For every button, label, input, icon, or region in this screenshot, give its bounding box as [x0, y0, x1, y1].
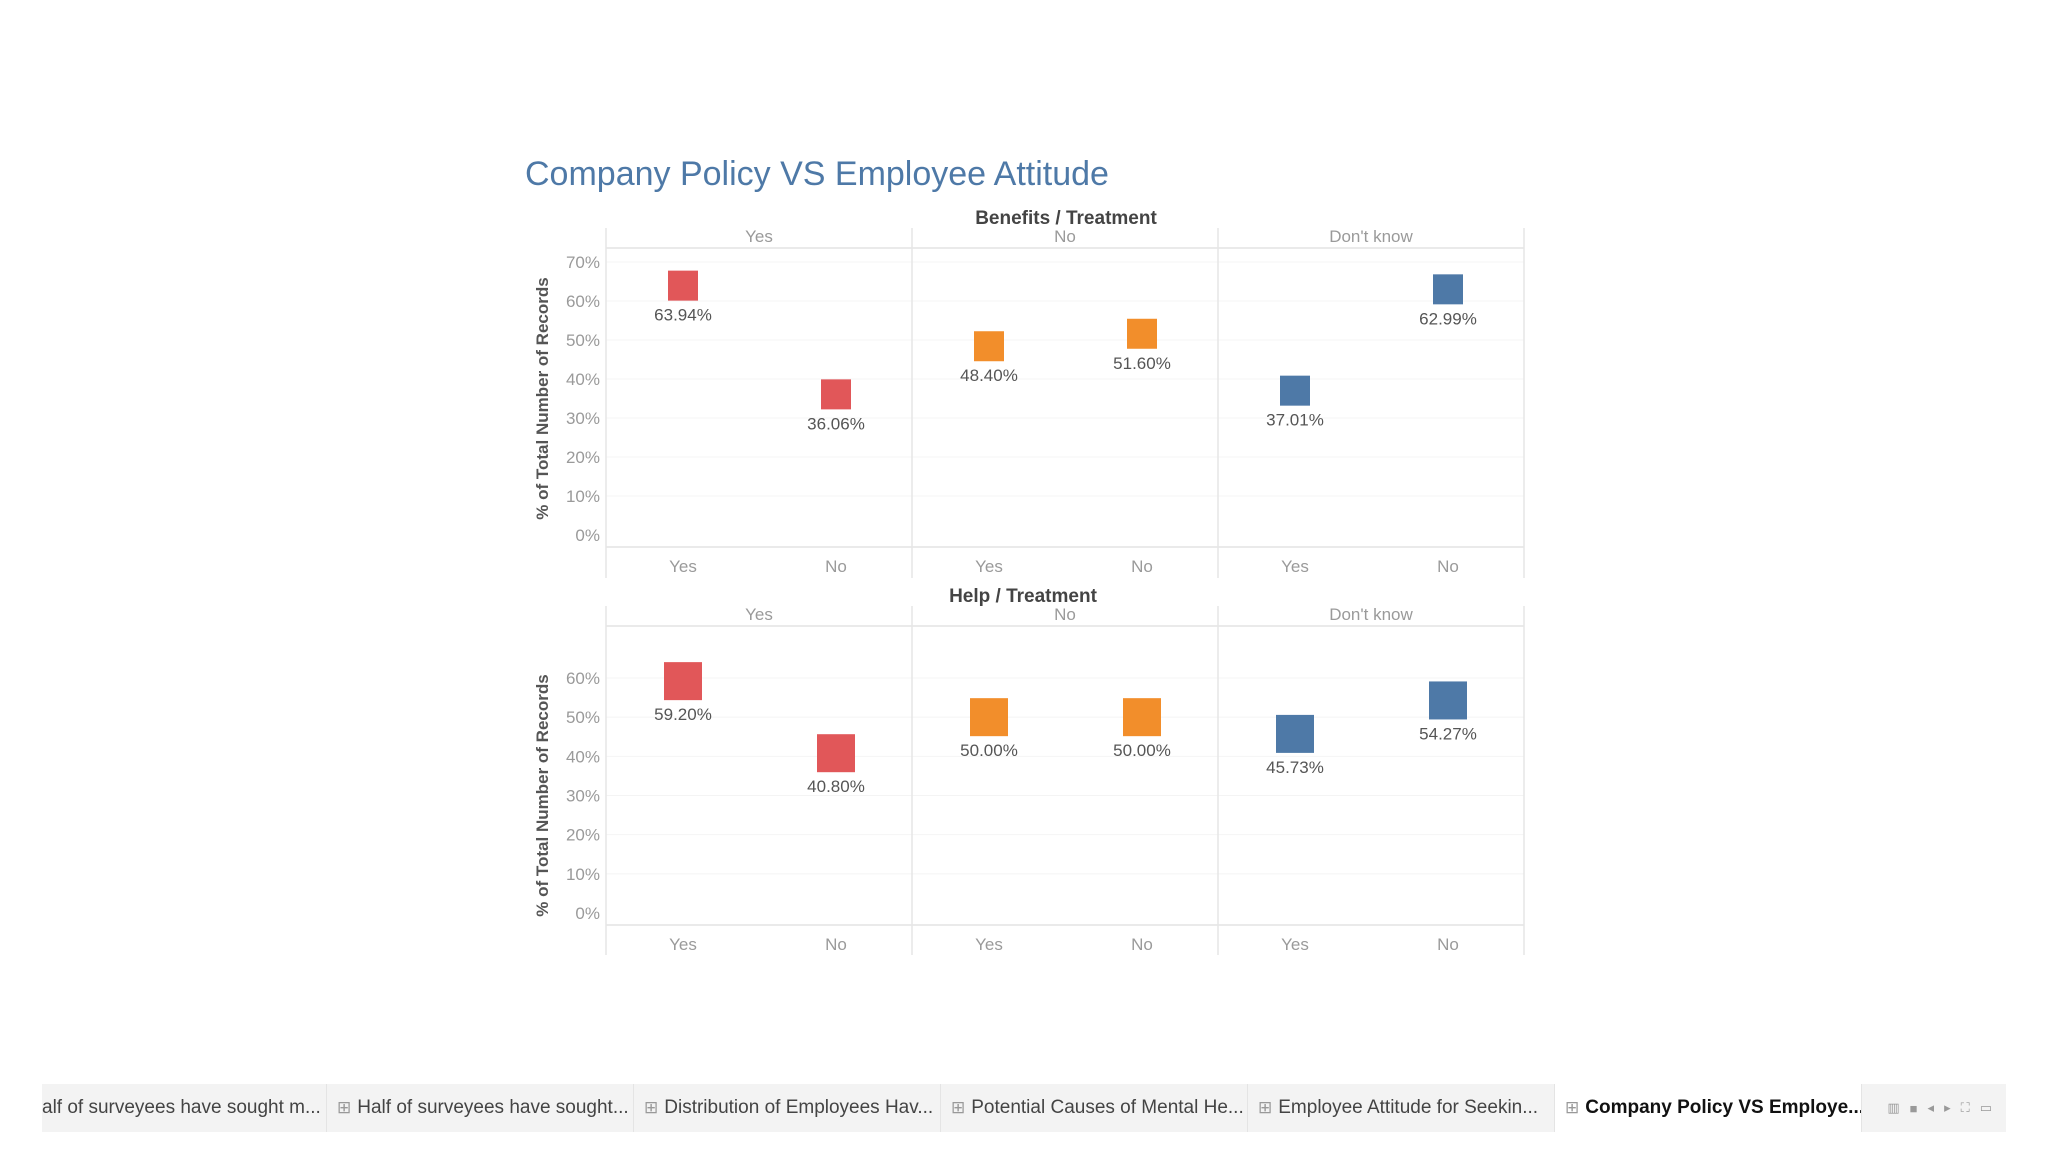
data-label: 59.20%: [654, 705, 712, 724]
sheet-tab[interactable]: alf of surveyees have sought m...: [42, 1084, 327, 1132]
y-tick-label: 0%: [575, 526, 600, 545]
group-header-label: Yes: [745, 605, 773, 624]
data-label: 62.99%: [1419, 309, 1477, 328]
data-point-marker: [1433, 274, 1463, 305]
tab-label: Potential Causes of Mental He...: [971, 1097, 1244, 1118]
y-tick-label: 50%: [566, 708, 600, 727]
tab-label: alf of surveyees have sought m...: [42, 1097, 321, 1118]
sheet-icon: ⊞: [644, 1098, 659, 1117]
sheet-icon: ⊞: [1258, 1098, 1273, 1117]
sheet-icon: ⊞: [337, 1098, 352, 1117]
data-label: 48.40%: [960, 366, 1018, 385]
y-tick-label: 40%: [566, 370, 600, 389]
y-tick-label: 10%: [566, 865, 600, 884]
data-point-marker: [970, 698, 1008, 737]
tab-label: Company Policy VS Employe...: [1585, 1097, 1862, 1118]
data-point-marker: [664, 662, 702, 701]
data-point-marker: [1127, 318, 1157, 349]
y-tick-label: 50%: [566, 331, 600, 350]
dashboard-title: Company Policy VS Employee Attitude: [525, 155, 1109, 193]
present-icon[interactable]: ▭: [1979, 1100, 1992, 1115]
x-tick-label: Yes: [1281, 557, 1309, 576]
x-tick-label: Yes: [975, 935, 1003, 954]
data-point-marker: [1276, 714, 1314, 753]
group-header-label: Don't know: [1329, 227, 1413, 246]
dashboard-icon: ⊞: [1565, 1098, 1580, 1117]
data-label: 37.01%: [1266, 411, 1324, 430]
x-tick-label: No: [825, 557, 847, 576]
y-tick-label: 60%: [566, 669, 600, 688]
tab-label: Half of surveyees have sought...: [357, 1097, 629, 1118]
group-header-label: No: [1054, 227, 1076, 246]
sheet-tab[interactable]: ⊞ Potential Causes of Mental He...: [941, 1084, 1248, 1132]
y-tick-label: 30%: [566, 787, 600, 806]
group-header-label: No: [1054, 605, 1076, 624]
group-header-label: Don't know: [1329, 605, 1413, 624]
group-header-label: Yes: [745, 227, 773, 246]
data-point-marker: [817, 734, 855, 773]
data-point-marker: [668, 270, 698, 301]
data-label: 50.00%: [960, 741, 1018, 760]
show-filmstrip-icon[interactable]: ▥: [1887, 1100, 1900, 1115]
y-axis-title: % of Total Number of Records: [533, 674, 552, 916]
sheet-tab[interactable]: ⊞ Half of surveyees have sought...: [327, 1084, 634, 1132]
y-tick-label: 40%: [566, 747, 600, 766]
data-label: 51.60%: [1113, 354, 1171, 373]
y-tick-label: 10%: [566, 487, 600, 506]
y-tick-label: 20%: [566, 826, 600, 845]
data-point-marker: [1429, 681, 1467, 720]
y-axis-title: % of Total Number of Records: [533, 277, 552, 519]
data-label: 54.27%: [1419, 724, 1477, 743]
y-tick-label: 0%: [575, 904, 600, 923]
fullscreen-icon[interactable]: ⛶: [1960, 1100, 1970, 1115]
data-label: 45.73%: [1266, 758, 1324, 777]
x-tick-label: Yes: [669, 935, 697, 954]
sheet-tab[interactable]: ⊞ Employee Attitude for Seekin...: [1248, 1084, 1555, 1132]
x-tick-label: Yes: [669, 557, 697, 576]
next-sheet-icon[interactable]: ▸: [1944, 1100, 1951, 1115]
data-label: 36.06%: [807, 414, 865, 433]
x-tick-label: No: [1131, 935, 1153, 954]
sheet-icon: ⊞: [951, 1098, 966, 1117]
x-tick-label: Yes: [975, 557, 1003, 576]
y-tick-label: 20%: [566, 448, 600, 467]
data-point-marker: [821, 379, 851, 410]
sheet-tab[interactable]: ⊞ Distribution of Employees Hav...: [634, 1084, 941, 1132]
show-tabs-icon[interactable]: ■: [1909, 1100, 1918, 1116]
sheet-tab-bar: alf of surveyees have sought m... ⊞ Half…: [42, 1084, 2006, 1132]
chart-title: Help / Treatment: [949, 586, 1097, 607]
sheet-tab-active[interactable]: ⊞ Company Policy VS Employe...: [1555, 1084, 1862, 1132]
x-tick-label: Yes: [1281, 935, 1309, 954]
x-tick-label: No: [1131, 557, 1153, 576]
tab-controls: ▥ ■ ◂ ▸ ⛶ ▭: [1862, 1084, 2006, 1132]
y-tick-label: 70%: [566, 253, 600, 272]
data-label: 50.00%: [1113, 741, 1171, 760]
y-tick-label: 30%: [566, 409, 600, 428]
data-label: 63.94%: [654, 306, 712, 325]
data-point-marker: [1123, 698, 1161, 737]
data-point-marker: [1280, 375, 1310, 406]
x-tick-label: No: [825, 935, 847, 954]
x-tick-label: No: [1437, 935, 1459, 954]
y-tick-label: 60%: [566, 292, 600, 311]
previous-sheet-icon[interactable]: ◂: [1927, 1100, 1935, 1115]
tab-label: Distribution of Employees Hav...: [664, 1097, 934, 1118]
data-label: 40.80%: [807, 777, 865, 796]
tab-label: Employee Attitude for Seekin...: [1278, 1097, 1539, 1118]
charts-canvas: Benefits / Treatment 0% 10% 20% 30% 40% 50% 60%…: [533, 208, 1525, 955]
chart-title: Benefits / Treatment: [975, 208, 1157, 229]
x-tick-label: No: [1437, 557, 1459, 576]
data-point-marker: [974, 331, 1004, 362]
